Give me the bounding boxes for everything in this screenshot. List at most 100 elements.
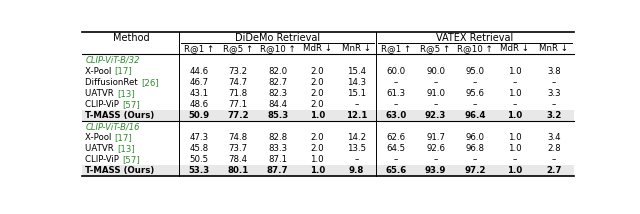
FancyBboxPatch shape (83, 165, 573, 177)
Text: 15.4: 15.4 (347, 67, 366, 76)
Text: MdR ↓: MdR ↓ (303, 45, 332, 54)
Text: DiDeMo Retrieval: DiDeMo Retrieval (236, 33, 321, 43)
Text: MnR ↓: MnR ↓ (342, 45, 371, 54)
Text: MdR ↓: MdR ↓ (500, 45, 529, 54)
Text: 77.2: 77.2 (228, 111, 249, 120)
Text: [13]: [13] (117, 89, 134, 98)
Text: –: – (473, 78, 477, 87)
Text: –: – (433, 78, 438, 87)
Text: 2.8: 2.8 (547, 144, 561, 153)
Text: 1.0: 1.0 (310, 155, 324, 164)
Text: 9.8: 9.8 (349, 166, 364, 175)
FancyBboxPatch shape (83, 110, 573, 121)
Text: [17]: [17] (115, 133, 132, 142)
Text: –: – (512, 155, 516, 164)
Text: CLIP-ViP: CLIP-ViP (86, 100, 122, 109)
Text: 92.6: 92.6 (426, 144, 445, 153)
Text: 3.8: 3.8 (547, 67, 561, 76)
Text: 2.0: 2.0 (310, 100, 324, 109)
Text: X-Pool: X-Pool (86, 133, 115, 142)
Text: CLIP-ViT-B/32: CLIP-ViT-B/32 (86, 55, 140, 64)
Text: –: – (355, 100, 359, 109)
Text: 2.0: 2.0 (310, 89, 324, 98)
Text: 90.0: 90.0 (426, 67, 445, 76)
Text: 78.4: 78.4 (228, 155, 248, 164)
Text: –: – (394, 100, 398, 109)
Text: 50.9: 50.9 (188, 111, 209, 120)
Text: R@5 ↑: R@5 ↑ (223, 45, 253, 54)
Text: R@10 ↑: R@10 ↑ (260, 45, 296, 54)
Text: 74.7: 74.7 (228, 78, 248, 87)
Text: 96.0: 96.0 (465, 133, 484, 142)
Text: 87.1: 87.1 (268, 155, 287, 164)
Text: 1.0: 1.0 (507, 111, 522, 120)
Text: T-MASS (Ours): T-MASS (Ours) (86, 166, 155, 175)
Text: –: – (552, 78, 556, 87)
Text: 87.7: 87.7 (267, 166, 289, 175)
Text: R@1 ↑: R@1 ↑ (381, 45, 412, 54)
Text: 2.0: 2.0 (310, 78, 324, 87)
Text: 65.6: 65.6 (385, 166, 406, 175)
Text: 2.0: 2.0 (310, 144, 324, 153)
Text: 48.6: 48.6 (189, 100, 209, 109)
Text: 1.0: 1.0 (508, 89, 521, 98)
Text: 1.0: 1.0 (310, 166, 325, 175)
Text: [57]: [57] (122, 100, 140, 109)
Text: UATVR: UATVR (86, 89, 117, 98)
Text: [26]: [26] (141, 78, 159, 87)
Text: 73.2: 73.2 (228, 67, 248, 76)
Text: 2.0: 2.0 (310, 67, 324, 76)
Text: 1.0: 1.0 (310, 111, 325, 120)
Text: –: – (394, 155, 398, 164)
Text: 1.0: 1.0 (507, 166, 522, 175)
Text: 3.2: 3.2 (546, 111, 561, 120)
Text: [13]: [13] (117, 144, 134, 153)
Text: 2.0: 2.0 (310, 133, 324, 142)
Text: –: – (473, 100, 477, 109)
Text: –: – (394, 78, 398, 87)
Text: 96.4: 96.4 (464, 111, 486, 120)
Text: 1.0: 1.0 (508, 144, 521, 153)
Text: 82.3: 82.3 (268, 89, 287, 98)
Text: [57]: [57] (122, 155, 140, 164)
Text: –: – (473, 155, 477, 164)
Text: 97.2: 97.2 (464, 166, 486, 175)
Text: 93.9: 93.9 (425, 166, 446, 175)
Text: 95.0: 95.0 (465, 67, 484, 76)
Text: 71.8: 71.8 (228, 89, 248, 98)
Text: 43.1: 43.1 (189, 89, 209, 98)
Text: 62.6: 62.6 (387, 133, 406, 142)
Text: –: – (552, 155, 556, 164)
Text: 77.1: 77.1 (228, 100, 248, 109)
Text: 60.0: 60.0 (387, 67, 406, 76)
Text: 82.0: 82.0 (268, 67, 287, 76)
Text: 80.1: 80.1 (228, 166, 249, 175)
Text: 73.7: 73.7 (228, 144, 248, 153)
Text: 14.3: 14.3 (347, 78, 366, 87)
Text: 2.7: 2.7 (546, 166, 561, 175)
Text: –: – (552, 100, 556, 109)
Text: 3.4: 3.4 (547, 133, 561, 142)
Text: 91.7: 91.7 (426, 133, 445, 142)
Text: 95.6: 95.6 (465, 89, 484, 98)
Text: 82.8: 82.8 (268, 133, 287, 142)
Text: CLIP-ViT-B/16: CLIP-ViT-B/16 (86, 122, 140, 131)
Text: 74.8: 74.8 (228, 133, 248, 142)
Text: R@1 ↑: R@1 ↑ (184, 45, 214, 54)
Text: 63.0: 63.0 (385, 111, 406, 120)
Text: –: – (512, 78, 516, 87)
Text: 53.3: 53.3 (188, 166, 209, 175)
Text: VATEX Retrieval: VATEX Retrieval (436, 33, 513, 43)
Text: T-MASS (Ours): T-MASS (Ours) (86, 111, 155, 120)
Text: 15.1: 15.1 (347, 89, 366, 98)
Text: 84.4: 84.4 (268, 100, 287, 109)
Text: 85.3: 85.3 (267, 111, 289, 120)
Text: 82.7: 82.7 (268, 78, 287, 87)
Text: 92.3: 92.3 (425, 111, 446, 120)
Text: 83.3: 83.3 (268, 144, 287, 153)
Text: R@5 ↑: R@5 ↑ (420, 45, 451, 54)
Text: 1.0: 1.0 (508, 133, 521, 142)
Text: 46.7: 46.7 (189, 78, 209, 87)
Text: 14.2: 14.2 (347, 133, 366, 142)
Text: –: – (433, 100, 438, 109)
